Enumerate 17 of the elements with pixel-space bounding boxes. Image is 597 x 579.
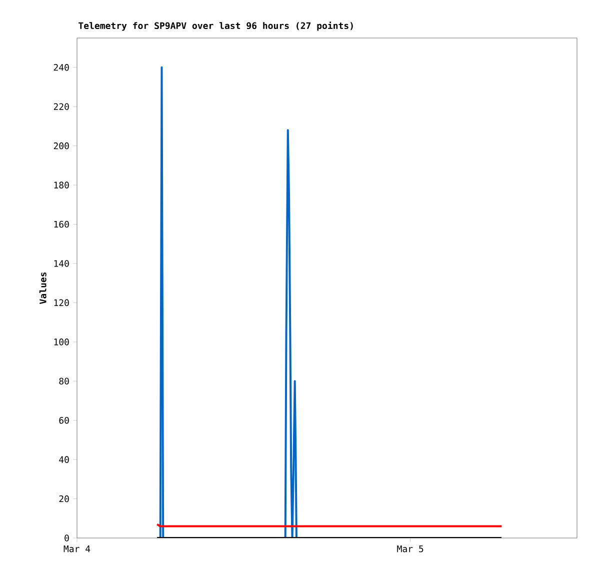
chart-title: Telemetry for SP9APV over last 96 hours (27 points) (78, 22, 353, 31)
y-tick-label: 60 (59, 416, 69, 424)
y-tick-label: 200 (54, 142, 69, 150)
y-tick-label: 40 (59, 456, 69, 463)
y-tick-label: 240 (54, 64, 69, 71)
y-tick-label: 20 (59, 495, 69, 502)
y-axis-title: Values (39, 272, 46, 304)
x-tick-label: Mar 4 (64, 546, 90, 552)
y-tick-label: 160 (54, 220, 69, 228)
y-tick-label: 220 (54, 103, 69, 110)
x-tick-label: Mar 5 (397, 546, 424, 552)
y-tick-label: 180 (54, 182, 69, 188)
y-tick-label: 0 (64, 534, 69, 542)
y-tick-label: 100 (54, 338, 69, 346)
y-tick-label: 140 (54, 260, 69, 267)
y-tick-label: 80 (59, 378, 69, 385)
y-tick-label: 120 (54, 299, 69, 306)
